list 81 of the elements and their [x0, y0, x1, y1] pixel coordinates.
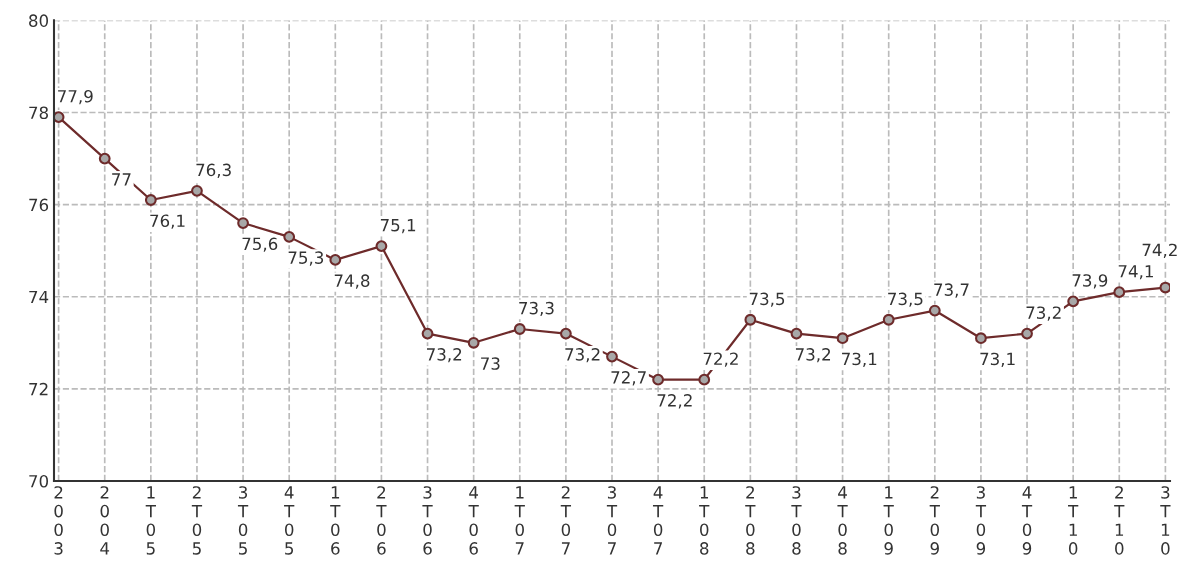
point: [1159, 281, 1170, 294]
x-tick-label: 3T08: [791, 486, 802, 555]
data-label: 73: [481, 357, 500, 370]
data-label: 76,3: [196, 163, 231, 178]
data-label: 73,2: [427, 348, 462, 363]
point: [975, 332, 987, 345]
point: [559, 327, 572, 340]
point: [467, 336, 480, 349]
x-tick-label: 3T06: [422, 486, 433, 555]
data-label: 73,9: [1072, 274, 1108, 289]
point: [237, 217, 249, 229]
data-label: 72,2: [657, 394, 692, 409]
data-label: 76,1: [150, 214, 185, 229]
point: [54, 111, 65, 124]
data-label: 74,2: [1142, 243, 1177, 258]
point: [513, 323, 526, 335]
x-tick-label: 2T09: [929, 486, 940, 555]
point: [836, 332, 849, 345]
data-label: 74,8: [334, 274, 370, 289]
data-label: 75,1: [380, 219, 416, 234]
point: [375, 240, 388, 252]
point: [698, 373, 711, 386]
data-label: 73,5: [888, 292, 923, 307]
x-tick-label: 3T05: [237, 486, 249, 555]
x-tick-label: 2003: [54, 486, 63, 555]
point: [744, 313, 757, 326]
point: [144, 194, 157, 206]
point: [329, 254, 342, 266]
x-tick-label: 1T09: [883, 486, 894, 555]
y-tick-label: 78: [29, 106, 48, 120]
data-label: 75,3: [288, 251, 324, 266]
data-label: 73,2: [565, 348, 600, 363]
data-label: 75,6: [242, 237, 278, 252]
x-tick-label: 3T10: [1160, 486, 1171, 555]
point: [652, 373, 665, 386]
point: [882, 313, 895, 326]
point: [1021, 327, 1033, 340]
y-tick-label: 72: [29, 382, 48, 396]
point: [790, 327, 803, 340]
point: [98, 152, 111, 165]
x-tick-label: 4T07: [652, 486, 664, 555]
y-tick-label: 70: [29, 474, 49, 488]
y-tick-label: 80: [29, 14, 49, 27]
x-tick-label: 2T10: [1114, 486, 1125, 555]
point: [1113, 286, 1126, 299]
data-label: 73,1: [980, 352, 1015, 367]
data-label: 73,2: [1026, 306, 1061, 321]
point: [1067, 295, 1080, 308]
y-tick-label: 74: [29, 290, 49, 304]
x-tick-label: 2004: [100, 486, 110, 555]
data-label: 73,7: [934, 283, 969, 298]
data-label: 74,1: [1118, 265, 1153, 280]
x-tick-label: 3T07: [606, 486, 618, 555]
x-tick-label: 1T07: [514, 486, 525, 555]
x-tick-label: 1T05: [145, 486, 156, 555]
data-label: 72,2: [703, 352, 738, 367]
data-label: 73,5: [749, 292, 785, 307]
data-label: 77,9: [58, 89, 93, 105]
point: [606, 350, 618, 363]
x-tick-label: 2T07: [560, 486, 572, 555]
x-tick-label: 3T09: [975, 486, 987, 555]
data-label: 73,1: [842, 352, 877, 367]
x-tick-label: 4T05: [284, 486, 295, 555]
data-label: 72,7: [611, 371, 646, 386]
point: [421, 327, 434, 340]
point: [191, 184, 203, 197]
x-tick-label: 1T08: [699, 486, 710, 555]
point: [928, 304, 941, 317]
point: [283, 230, 296, 243]
x-tick-label: 4T09: [1021, 486, 1033, 555]
x-tick-label: 1T10: [1068, 486, 1079, 555]
x-tick-label: 1T06: [330, 486, 341, 555]
x-tick-label: 2T05: [191, 486, 203, 555]
x-tick-label: 2T08: [745, 486, 756, 555]
data-label: 77: [112, 173, 131, 186]
y-tick-label: 76: [29, 198, 49, 212]
x-tick-label: 4T06: [468, 486, 479, 555]
data-label: 73,2: [795, 348, 831, 363]
data-label: 73,3: [519, 301, 554, 317]
x-tick-label: 2T06: [376, 486, 387, 555]
x-tick-label: 4T08: [837, 486, 848, 555]
